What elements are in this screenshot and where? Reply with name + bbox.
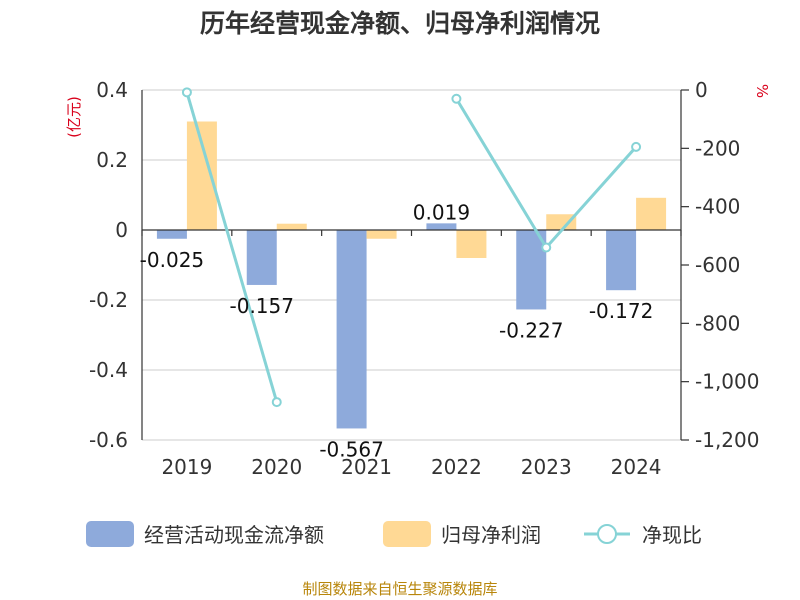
x-tick-label: 2021	[341, 455, 392, 479]
bar-data-label: -0.227	[499, 318, 563, 342]
right-tick-label: -400	[695, 195, 740, 219]
right-tick-label: -600	[695, 253, 740, 277]
line-layer	[181, 87, 642, 408]
left-tick-label: 0.2	[96, 148, 128, 172]
bar-layer	[156, 121, 667, 429]
left-axis-unit: (亿元)	[65, 96, 83, 138]
line-point	[271, 397, 282, 408]
legend-label: 净现比	[642, 523, 702, 547]
left-tick-label: 0	[115, 218, 128, 242]
legend-label: 经营活动现金流净额	[144, 523, 324, 547]
bar-data-label: -0.025	[140, 248, 204, 272]
x-tick-label: 2022	[431, 455, 482, 479]
bar-cashflow	[606, 230, 637, 291]
bar-cashflow	[246, 230, 277, 285]
legend-marker	[597, 524, 617, 544]
left-tick-label: -0.4	[89, 358, 128, 382]
right-tick-label: 0	[695, 78, 708, 102]
bar-netprofit	[636, 197, 667, 230]
bar-data-label: 0.019	[413, 200, 470, 224]
right-tick-label: -200	[695, 136, 740, 160]
bar-data-label: -0.567	[319, 437, 383, 461]
bar-netprofit	[366, 230, 397, 239]
bar-netprofit	[456, 230, 487, 258]
left-tick-label: 0.4	[96, 78, 128, 102]
left-tick-label: -0.2	[89, 288, 128, 312]
right-axis-unit: %	[753, 84, 771, 98]
legend: 经营活动现金流净额 归母净利润 净现比	[86, 521, 702, 547]
right-tick-label: -1,200	[695, 428, 759, 452]
legend-label: 归母净利润	[441, 523, 541, 547]
bar-cashflow	[336, 230, 367, 429]
x-tick-label: 2020	[251, 455, 302, 479]
source-note: 制图数据来自恒生聚源数据库	[302, 580, 497, 598]
x-tick-label: 2023	[521, 455, 572, 479]
x-tick-label: 2019	[161, 455, 212, 479]
bar-netprofit	[276, 223, 307, 230]
line-point	[451, 93, 462, 104]
line-series-segment	[185, 91, 279, 403]
axis-layer: 0.4 0.2 0 -0.2 -0.4 -0.6 0 -200 -400 -600 -800 -1,0…	[89, 78, 760, 479]
bar-cashflow	[516, 230, 547, 310]
x-tick-label: 2024	[611, 455, 662, 479]
label-layer: -0.025 -0.157 -0.567 0.019 -0.227 -0.172	[140, 200, 654, 461]
left-tick-label: -0.6	[89, 428, 128, 452]
legend-swatch	[383, 521, 431, 547]
bar-cashflow	[426, 223, 457, 230]
right-tick-label: -800	[695, 311, 740, 335]
bar-netprofit	[546, 214, 577, 230]
line-point	[181, 87, 192, 98]
bar-data-label: -0.172	[589, 299, 653, 323]
chart-title: 历年经营现金净额、归母净利润情况	[200, 9, 600, 38]
line-point	[541, 242, 552, 253]
bar-data-label: -0.157	[230, 294, 294, 318]
line-point	[631, 141, 642, 152]
right-tick-label: -1,000	[695, 370, 759, 394]
bar-cashflow	[156, 230, 187, 239]
legend-swatch	[86, 521, 134, 547]
grid-layer	[142, 89, 681, 441]
